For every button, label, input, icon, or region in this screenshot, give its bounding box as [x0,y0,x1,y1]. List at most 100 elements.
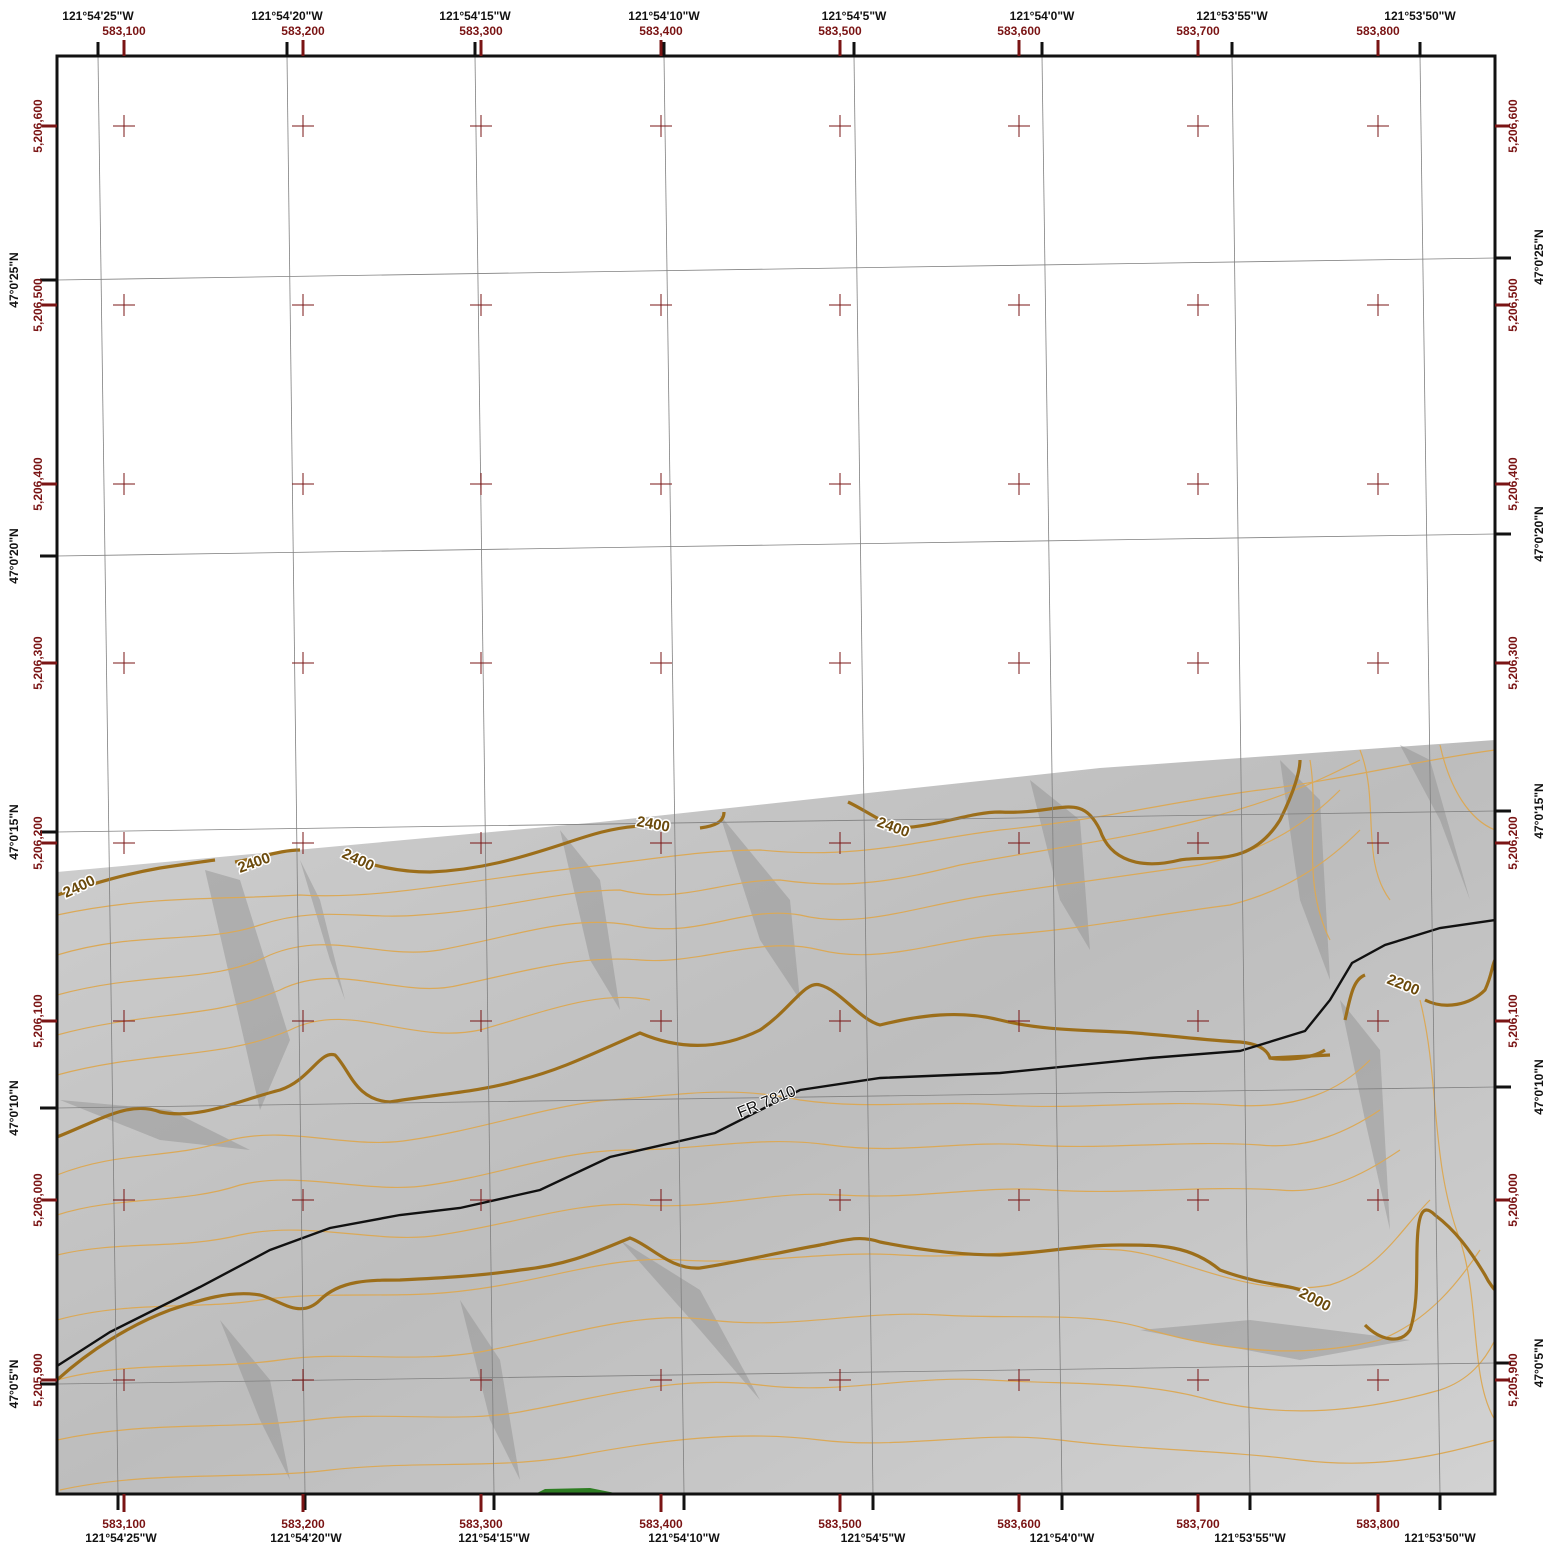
right-latitude-label: 47°0'20"N [1532,506,1546,561]
right-northing-label: 5,206,300 [1506,636,1520,690]
right-latitude-label: 47°0'25"N [1532,229,1546,284]
index-contour [57,982,1331,1139]
left-northing-label: 5,206,200 [31,816,45,870]
intermediate-contour [57,1249,1481,1381]
intermediate-contour [57,1149,1401,1256]
top-geographic-labels: 121°54'25"W 121°54'20"W 121°54'15"W 121°… [62,9,1456,23]
bottom-longitude-label: 121°53'50"W [1404,1531,1476,1545]
index-contour [57,858,216,897]
meridian-line [1041,56,1063,1494]
bottom-longitude-label: 121°54'15"W [458,1531,530,1545]
index-contour [1269,1048,1326,1061]
bottom-easting-label: 583,700 [1176,1517,1220,1531]
bottom-longitude-label: 121°53'55"W [1214,1531,1286,1545]
ridge-shadow [1030,780,1090,950]
top-easting-label: 583,700 [1176,24,1220,38]
ridge-shadow [60,1100,250,1150]
ridge-shadows [60,745,1470,1480]
index-contour [234,848,301,864]
top-easting-label: 583,600 [997,24,1041,38]
index-contour [699,811,726,830]
left-northing-label: 5,206,500 [31,278,45,332]
bottom-longitude-label: 121°54'25"W [85,1531,157,1545]
intermediate-contours [57,744,1495,1491]
ridge-shadow [1140,1320,1410,1360]
left-northing-label: 5,205,900 [31,1353,45,1407]
top-easting-label: 583,500 [818,24,862,38]
index-contour [1343,973,1366,1021]
right-utm-labels: 5,206,600 5,206,500 5,206,400 5,206,300 … [1506,99,1520,1407]
intermediate-contour [57,996,651,1076]
map-frame [55,54,1497,1496]
margin-ticks [40,40,1511,1512]
bottom-easting-label: 583,500 [818,1517,862,1531]
intermediate-contour [57,829,1361,1036]
left-latitude-label: 47°0'10"N [7,1080,21,1135]
left-latitude-label: 47°0'20"N [7,528,21,583]
ridge-shadow [1340,1000,1390,1230]
right-latitude-label: 47°0'5"N [1532,1339,1546,1388]
top-easting-label: 583,200 [281,24,325,38]
road-fr-7810 [57,918,1495,1368]
top-utm-labels: 583,100 583,200 583,300 583,400 583,500 … [102,24,1400,38]
left-latitude-label: 47°0'25"N [7,252,21,307]
intermediate-contour [57,1199,1431,1321]
meridian-line [1231,56,1251,1494]
right-latitude-labels: 47°0'25"N 47°0'20"N 47°0'15"N 47°0'10"N … [1532,229,1546,1387]
left-northing-label: 5,206,100 [31,994,45,1048]
top-easting-label: 583,800 [1356,24,1400,38]
ridge-shadow [1280,760,1330,980]
top-longitude-label: 121°54'20"W [251,9,323,23]
bottom-easting-label: 583,600 [997,1517,1041,1531]
left-northing-label: 5,206,400 [31,457,45,511]
bottom-easting-label: 583,300 [459,1517,503,1531]
index-contour [344,824,641,874]
right-latitude-label: 47°0'15"N [1532,783,1546,838]
bottom-geographic-labels: 121°54'25"W 121°54'20"W 121°54'15"W 121°… [85,1531,1476,1545]
top-longitude-label: 121°54'25"W [62,9,134,23]
bottom-easting-label: 583,200 [281,1517,325,1531]
meridian-line [1419,56,1441,1494]
utm-grid-crosses [113,115,1389,1391]
intermediate-contour [57,749,1495,916]
intermediate-contour [57,1059,1371,1176]
top-longitude-label: 121°54'15"W [439,9,511,23]
intermediate-contour [1439,744,1495,831]
intermediate-contour [1359,749,1391,901]
left-latitude-label: 47°0'5"N [7,1360,21,1409]
right-northing-label: 5,206,200 [1506,816,1520,870]
parallel-line [57,257,1495,281]
left-utm-labels: 5,206,600 5,206,500 5,206,400 5,206,300 … [31,99,45,1407]
intermediate-contour [57,759,1361,956]
ridge-shadow [560,830,620,1010]
hillshade-terrain [57,740,1495,1494]
right-latitude-label: 47°0'10"N [1532,1059,1546,1114]
index-contours [57,759,1495,1382]
left-northing-label: 5,206,300 [31,636,45,690]
parallel-line [57,1086,1495,1109]
left-northing-label: 5,206,600 [31,99,45,153]
ridge-shadow [205,870,290,1110]
right-northing-label: 5,206,100 [1506,994,1520,1048]
bottom-easting-label: 583,100 [102,1517,146,1531]
bottom-easting-label: 583,800 [1356,1517,1400,1531]
top-longitude-label: 121°53'50"W [1384,9,1456,23]
meridian-line [853,56,874,1494]
meridian-line [663,56,685,1494]
meridian-line [97,56,119,1494]
bottom-utm-labels: 583,100 583,200 583,300 583,400 583,500 … [102,1517,1400,1531]
intermediate-contour [1309,759,1331,941]
top-longitude-label: 121°53'55"W [1196,9,1268,23]
bottom-longitude-label: 121°54'20"W [270,1531,342,1545]
intermediate-contour [57,1109,1381,1216]
map-body: 2400 2400 2400 2400 2400 2200 2000 2000 … [57,56,1495,1494]
intermediate-contour [57,1339,1495,1441]
ridge-shadow [720,815,800,1000]
graticule-lines [57,56,1495,1494]
bottom-longitude-label: 121°54'5"W [841,1531,906,1545]
index-contour [847,759,1302,866]
top-longitude-label: 121°54'10"W [628,9,700,23]
intermediate-contour [59,1435,1495,1491]
right-northing-label: 5,206,000 [1506,1173,1520,1227]
top-longitude-label: 121°54'5"W [822,9,887,23]
